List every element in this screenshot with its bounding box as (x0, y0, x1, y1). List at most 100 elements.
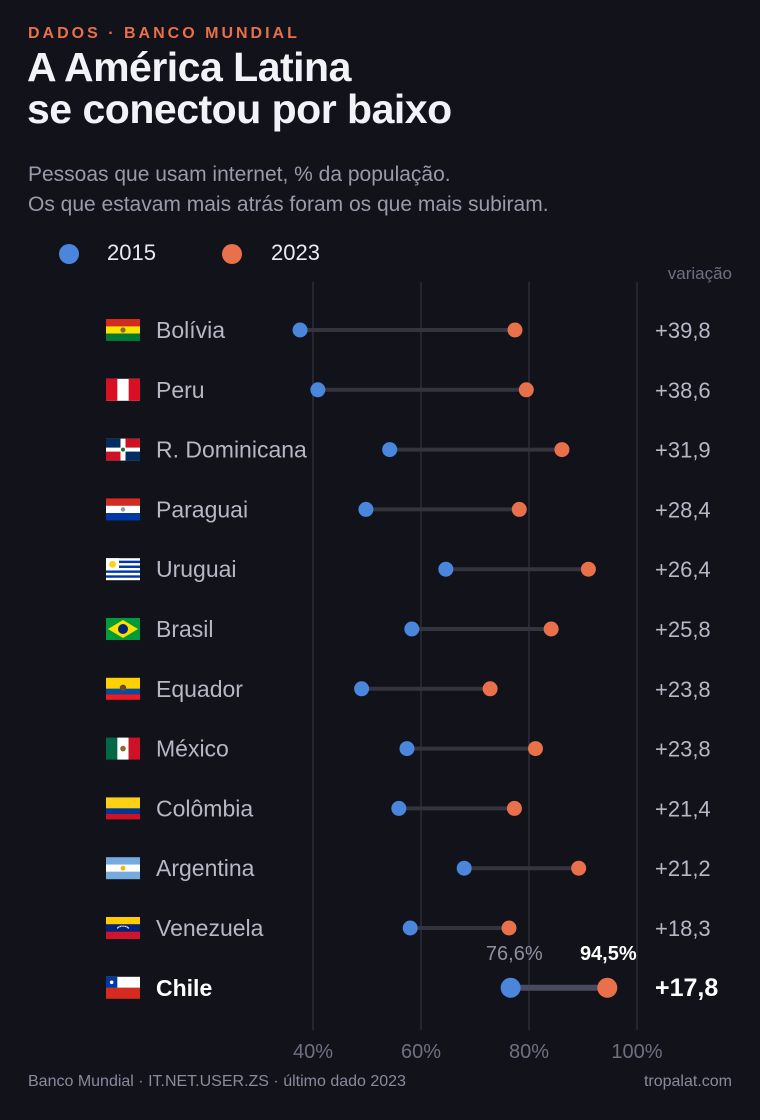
change-label: +21,4 (655, 796, 711, 821)
flag-part (109, 980, 114, 985)
flag-part (106, 813, 140, 820)
flag-part (128, 737, 140, 760)
flag-part (106, 976, 140, 988)
point-2015 (456, 860, 472, 876)
kicker: DADOS · BANCO MUNDIAL (28, 25, 300, 42)
flag-venezuela-icon (106, 917, 140, 939)
country-label: Chile (156, 975, 212, 1001)
point-2023 (501, 920, 517, 936)
flag-part (106, 931, 140, 939)
change-label: +31,9 (655, 438, 711, 463)
flag-part (106, 570, 140, 573)
flag-part (125, 438, 140, 448)
country-label: Argentina (156, 855, 255, 881)
change-label: +26,4 (655, 557, 711, 582)
x-tick-label: 60% (401, 1041, 441, 1063)
flag-part (106, 498, 140, 506)
point-2015 (500, 977, 521, 998)
legend-label-2023: 2023 (271, 240, 320, 265)
flag-part (125, 925, 127, 928)
flag-part (106, 924, 140, 932)
point-2023 (507, 322, 523, 338)
flag-brazil-icon (106, 618, 140, 640)
flag-ecuador-icon (106, 677, 140, 700)
country-label: R. Dominicana (156, 437, 307, 463)
country-label: Brasil (156, 616, 214, 642)
change-label: +23,8 (655, 737, 711, 762)
flag-dominican-icon (106, 438, 140, 461)
flag-part (123, 925, 125, 927)
point-2023 (597, 977, 618, 998)
point-2015 (382, 442, 398, 458)
flag-part (118, 624, 128, 634)
data-label-2023: 94,5% (580, 943, 637, 965)
flag-part (106, 797, 140, 809)
flag-part (106, 677, 140, 689)
flag-argentina-icon (106, 857, 140, 880)
x-tick-label: 40% (293, 1041, 333, 1063)
flag-mexico-icon (106, 737, 140, 760)
flag-part (120, 327, 126, 333)
title-line-2: se conectou por baixo (27, 86, 452, 132)
point-2023 (511, 501, 527, 517)
x-tick-label: 80% (509, 1041, 549, 1063)
flag-part (106, 575, 140, 578)
flag-peru-icon (106, 378, 140, 401)
flag-colombia-icon (106, 797, 140, 820)
point-2023 (543, 621, 559, 637)
flag-part (106, 688, 140, 695)
change-label: +39,8 (655, 318, 711, 343)
point-2023 (506, 800, 522, 816)
flag-part (119, 925, 121, 928)
flag-part (120, 865, 126, 871)
variation-header: variação (667, 264, 732, 283)
flag-part (106, 451, 121, 461)
legend-dot-2015 (59, 244, 79, 264)
flag-part (126, 926, 128, 928)
change-label: +25,8 (655, 617, 711, 642)
point-2015 (310, 382, 326, 398)
flag-part (120, 745, 126, 752)
point-2023 (580, 561, 596, 577)
flag-part (109, 560, 116, 568)
point-2015 (391, 800, 407, 816)
country-label: Equador (156, 676, 243, 702)
point-2015 (354, 681, 370, 697)
flag-part (106, 438, 121, 448)
country-label: Bolívia (156, 317, 225, 343)
flag-chile-icon (106, 976, 140, 999)
flag-part (125, 451, 140, 461)
change-label: +23,8 (655, 677, 711, 702)
point-2015 (292, 322, 308, 338)
flag-part (106, 694, 140, 700)
country-label: Paraguai (156, 496, 248, 522)
point-2015 (438, 561, 454, 577)
flag-part (119, 684, 127, 691)
flag-paraguay-icon (106, 498, 140, 521)
flag-bolivia-icon (106, 319, 140, 341)
flag-uruguay-icon (106, 558, 140, 581)
change-label: +38,6 (655, 378, 711, 403)
point-2015 (402, 920, 418, 936)
point-2015 (399, 741, 415, 757)
flag-part (106, 319, 140, 327)
subtitle-line-1: Pessoas que usam internet, % da populaçã… (28, 163, 451, 186)
change-label: +18,3 (655, 916, 711, 941)
data-label-2015: 76,6% (486, 943, 543, 965)
country-label: México (156, 736, 229, 762)
flag-part (106, 378, 118, 401)
country-label: Uruguai (156, 556, 237, 582)
country-label: Peru (156, 377, 205, 403)
flag-part (121, 925, 123, 927)
flag-part (106, 737, 118, 760)
point-2015 (404, 621, 420, 637)
legend-label-2015: 2015 (107, 240, 156, 265)
point-2023 (518, 382, 534, 398)
change-label: +28,4 (655, 497, 711, 522)
country-label: Colômbia (156, 795, 253, 821)
flag-part (127, 927, 130, 929)
flag-part (120, 507, 126, 512)
change-label: +21,2 (655, 856, 711, 881)
point-2023 (571, 860, 587, 876)
